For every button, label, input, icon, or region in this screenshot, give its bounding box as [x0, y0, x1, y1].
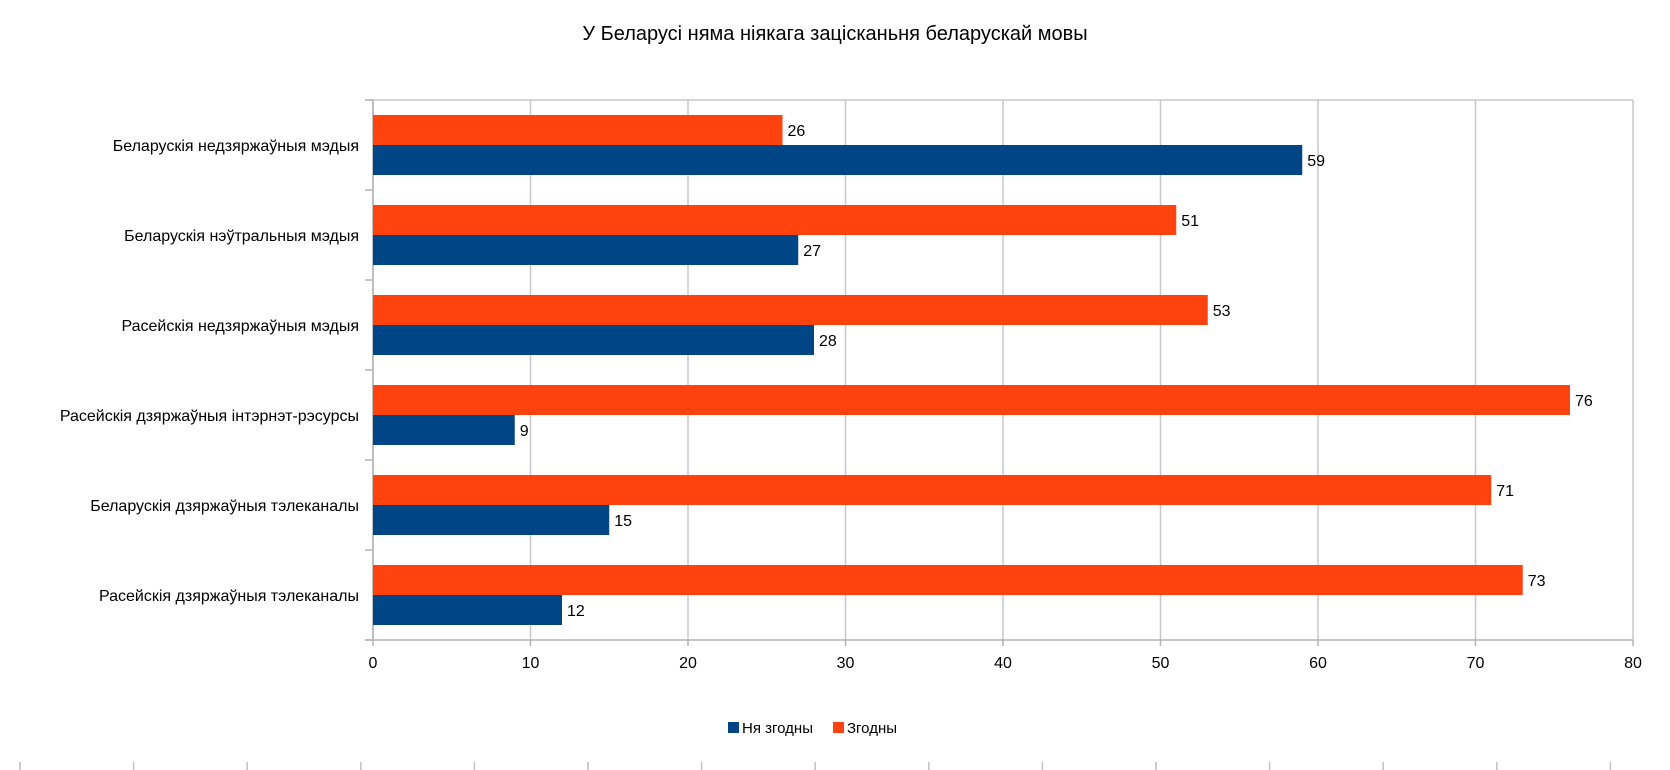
chart-title: У Беларусі няма ніякага зацісканьня бела…	[582, 23, 1087, 45]
data-label: 71	[1496, 483, 1514, 500]
bar-agree	[373, 385, 1570, 415]
bar-agree	[373, 205, 1177, 235]
x-tick-label: 10	[522, 655, 540, 672]
bar-disagree	[373, 145, 1303, 175]
category-label: Расейскія дзяржаўныя тэлеканалы	[99, 588, 359, 605]
data-label: 59	[1307, 153, 1325, 170]
legend-label: Ня згодны	[742, 720, 813, 737]
x-tick-label: 60	[1309, 655, 1327, 672]
bar-agree	[373, 565, 1523, 595]
data-label: 51	[1181, 213, 1199, 230]
axes	[365, 99, 1634, 646]
data-label: 73	[1528, 573, 1546, 590]
legend-swatch	[728, 722, 739, 733]
bar-disagree	[373, 235, 799, 265]
category-label: Беларускія недзяржаўныя мэдыя	[113, 138, 359, 155]
category-label: Беларускія нэўтральныя мэдыя	[124, 228, 359, 245]
bar-disagree	[373, 325, 814, 355]
x-tick-label: 80	[1624, 655, 1642, 672]
x-tick-label: 20	[679, 655, 697, 672]
data-label: 76	[1575, 393, 1593, 410]
bar-disagree	[373, 505, 610, 535]
x-tick-label: 40	[994, 655, 1012, 672]
category-label: Беларускія дзяржаўныя тэлеканалы	[90, 498, 359, 515]
x-tick-label: 0	[369, 655, 378, 672]
x-tick-label: 70	[1467, 655, 1485, 672]
data-label: 15	[614, 513, 632, 530]
x-tick-label: 50	[1152, 655, 1170, 672]
bars	[373, 115, 1570, 625]
data-label: 9	[520, 423, 529, 440]
labels: 0 10 20 30 40 50 60 70 80 Беларускія недзяржаўныя…	[60, 123, 1642, 672]
gridlines	[369, 99, 1634, 640]
bar-agree	[373, 295, 1208, 325]
x-tick-label: 30	[837, 655, 855, 672]
data-label: 53	[1213, 303, 1231, 320]
bar-agree	[373, 475, 1492, 505]
data-label: 26	[788, 123, 806, 140]
bar-agree	[373, 115, 783, 145]
data-label: 12	[567, 603, 585, 620]
legend-swatch	[832, 722, 844, 733]
bar-disagree	[373, 415, 515, 445]
bar-disagree	[373, 595, 562, 625]
sheet-column-ticks	[19, 762, 1612, 770]
category-label: Расейскія дзяржаўныя інтэрнэт-рэсурсы	[60, 408, 359, 425]
data-label: 27	[803, 243, 821, 260]
legend-label: Згодны	[847, 720, 897, 737]
data-label: 28	[819, 333, 837, 350]
legend: Ня згодны Згодны	[728, 720, 897, 737]
category-label: Расейскія недзяржаўныя мэдыя	[121, 318, 359, 335]
